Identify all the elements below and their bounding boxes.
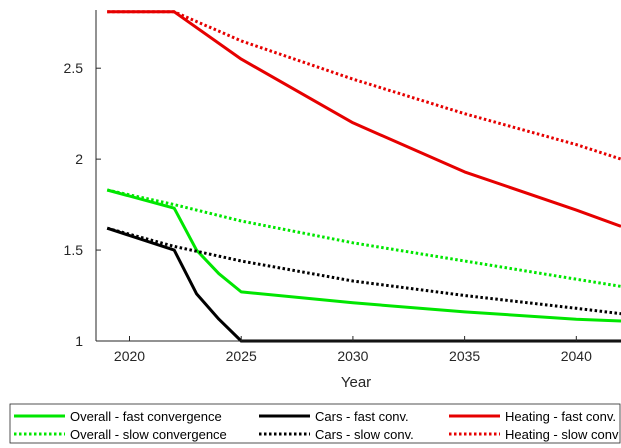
y-tick-label: 2: [75, 151, 83, 167]
series-line-6: [107, 10, 621, 161]
x-axis-label: Year: [341, 374, 371, 391]
legend-label-1: Overall - fast convergence: [70, 409, 222, 424]
legend-items: Overall - fast convergence Cars - fast co…: [14, 409, 619, 442]
legend-label-5: Heating - fast conv.: [505, 409, 616, 424]
y-tick-label: 1: [75, 333, 83, 349]
plot-area: 2020 2025 2030 2035 2040 1 1.5 2 2.5: [64, 10, 621, 364]
ticks-layer: 2020 2025 2030 2035 2040 1 1.5 2 2.5: [64, 60, 593, 364]
series-layer: [106, 10, 621, 343]
series-line-3: [106, 226, 621, 343]
series-line-1: [106, 188, 621, 323]
series-line-5: [107, 10, 621, 228]
legend-box: [9, 403, 621, 444]
series-line-2: [106, 188, 621, 288]
series-line-4: [106, 226, 621, 316]
legend-label-3: Cars - fast conv.: [315, 409, 409, 424]
legend: Overall - fast convergence Cars - fast co…: [9, 403, 621, 444]
y-tick-label: 1.5: [64, 242, 84, 258]
x-tick-label: 2025: [226, 348, 257, 364]
axes-layer: [95, 10, 621, 342]
x-tick-label: 2035: [449, 348, 480, 364]
legend-label-6: Heating - slow conv: [505, 427, 619, 442]
y-tick-label: 2.5: [64, 60, 84, 76]
legend-label-4: Cars - slow conv.: [315, 427, 414, 442]
x-tick-label: 2020: [114, 348, 145, 364]
x-tick-label: 2040: [561, 348, 592, 364]
x-tick-label: 2030: [337, 348, 368, 364]
legend-label-2: Overall - slow convergence: [70, 427, 227, 442]
